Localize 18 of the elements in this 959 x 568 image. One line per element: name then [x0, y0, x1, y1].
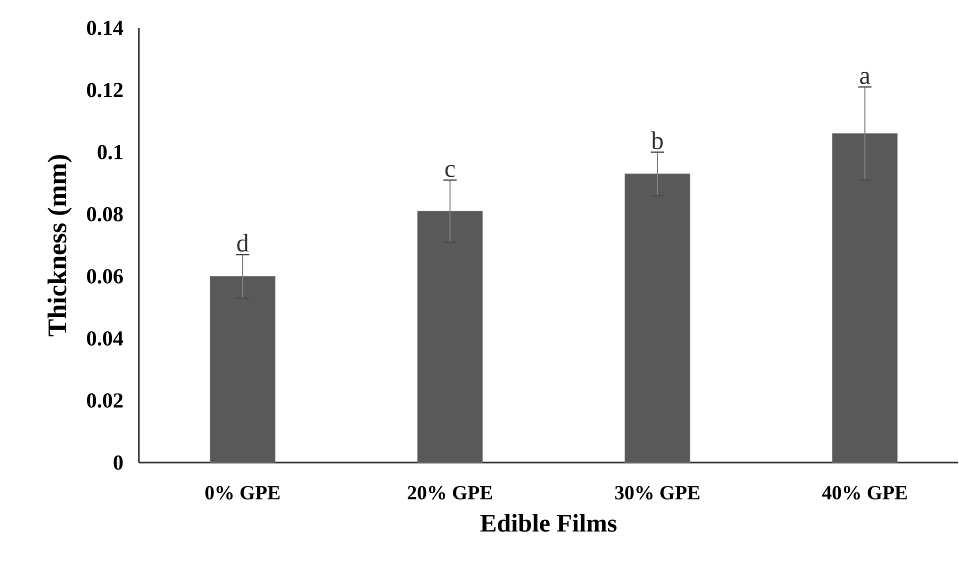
- x-tick-label: 20% GPE: [408, 486, 492, 500]
- x-axis-title: Edible Films: [480, 514, 616, 532]
- annotation: a: [860, 72, 870, 84]
- x-tick-label: 0% GPE: [205, 486, 280, 500]
- x-tick-label: 30% GPE: [615, 486, 700, 500]
- y-tick-label: 0.08: [87, 207, 123, 222]
- y-tick-label: 0.12: [87, 83, 123, 98]
- y-tick-label: 0.02: [87, 394, 123, 408]
- x-tick-label: 40% GPE: [822, 486, 907, 500]
- y-axis-title: Thickness (mm): [48, 155, 72, 337]
- y-tick-label: 0.06: [87, 269, 123, 284]
- y-tick-label: 0.04: [87, 331, 124, 346]
- y-tick-label: 0: [114, 456, 123, 470]
- annotation: d: [237, 234, 249, 252]
- y-tick-label: 0.1: [98, 145, 122, 160]
- y-tick-label: 0.14: [87, 20, 124, 36]
- annotation: c: [445, 165, 455, 178]
- annotation: b: [651, 132, 663, 150]
